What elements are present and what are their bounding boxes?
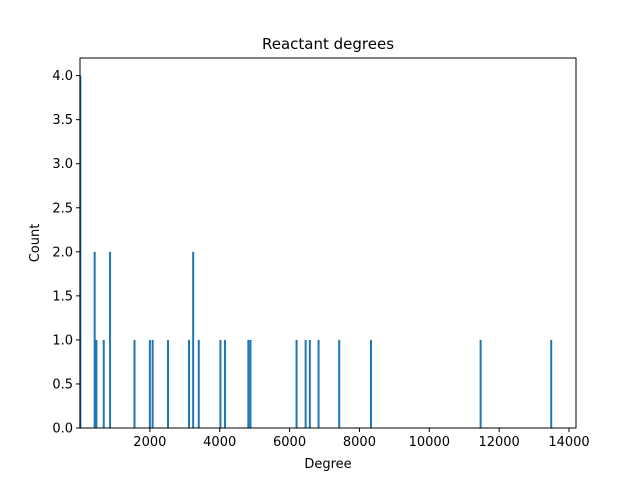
bar-3 (102, 339, 105, 428)
x-tick-label: 8000 (343, 435, 376, 450)
bar-7 (151, 339, 154, 428)
bar-2 (95, 339, 98, 428)
x-tick-label: 6000 (273, 435, 306, 450)
x-tick-label: 2000 (133, 435, 166, 450)
plot-frame (79, 57, 577, 429)
bar-17 (304, 339, 307, 428)
y-axis: 0.0 0.5 1.0 1.5 2.0 2.5 3.0 3.5 4.0 (52, 69, 80, 437)
bar-13 (223, 339, 226, 428)
x-axis-label: Degree (304, 457, 351, 472)
y-axis-label: Count (28, 224, 43, 263)
bar-14 (247, 339, 250, 428)
bar-4 (109, 251, 112, 428)
x-tick-label: 4000 (203, 435, 236, 450)
y-tick-label: 0.5 (52, 377, 73, 392)
bar-20 (338, 339, 341, 428)
bar-15 (249, 339, 252, 428)
bar-10 (192, 251, 195, 428)
bar-1 (93, 251, 96, 428)
y-tick-label: 2.0 (52, 245, 73, 260)
y-tick-label: 3.5 (52, 113, 73, 128)
bar-12 (219, 339, 222, 428)
x-tick-label: 10000 (409, 435, 450, 450)
y-tick-label: 1.5 (52, 289, 73, 304)
bar-6 (148, 339, 151, 428)
bar-18 (308, 339, 311, 428)
y-tick-label: 4.0 (52, 69, 73, 84)
bar-11 (197, 339, 200, 428)
y-tick-label: 3.0 (52, 157, 73, 172)
bar-23 (550, 339, 553, 428)
y-tick-label: 0.0 (52, 422, 73, 437)
bar-19 (317, 339, 320, 428)
bar-22 (479, 339, 482, 428)
bar-9 (187, 339, 190, 428)
bar-16 (295, 339, 298, 428)
x-tick-label: 12000 (478, 435, 519, 450)
bar-8 (167, 339, 170, 428)
y-tick-label: 1.0 (52, 333, 73, 348)
x-axis: 2000 4000 6000 8000 10000 12000 14000 (133, 428, 590, 450)
bar-21 (369, 339, 372, 428)
chart-title: Reactant degrees (262, 35, 394, 53)
y-tick-label: 2.5 (52, 201, 73, 216)
x-tick-label: 14000 (548, 435, 589, 450)
bar-5 (133, 339, 136, 428)
